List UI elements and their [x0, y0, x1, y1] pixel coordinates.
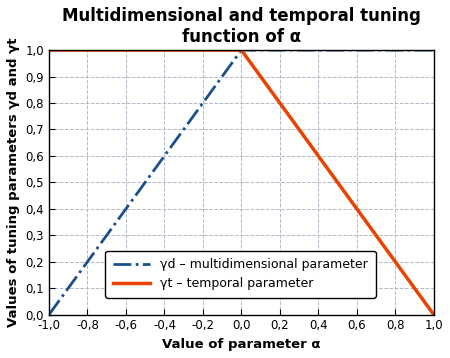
γd – multidimensional parameter: [238, 48, 244, 52]
Title: Multidimensional and temporal tuning
function of α: Multidimensional and temporal tuning fun…: [62, 7, 421, 46]
γt – temporal parameter: [238, 48, 244, 52]
Line: γt – temporal parameter: γt – temporal parameter: [49, 50, 434, 315]
Y-axis label: Values of tuning parameters γd and γt: Values of tuning parameters γd and γt: [7, 38, 20, 327]
γt – temporal parameter: [431, 313, 436, 317]
γt – temporal parameter: [46, 48, 52, 52]
γd – multidimensional parameter: [431, 48, 436, 52]
Line: γd – multidimensional parameter: γd – multidimensional parameter: [49, 50, 434, 315]
X-axis label: Value of parameter α: Value of parameter α: [162, 338, 320, 351]
Legend: γd – multidimensional parameter, γt – temporal parameter: γd – multidimensional parameter, γt – te…: [105, 251, 375, 298]
γd – multidimensional parameter: [46, 313, 52, 317]
